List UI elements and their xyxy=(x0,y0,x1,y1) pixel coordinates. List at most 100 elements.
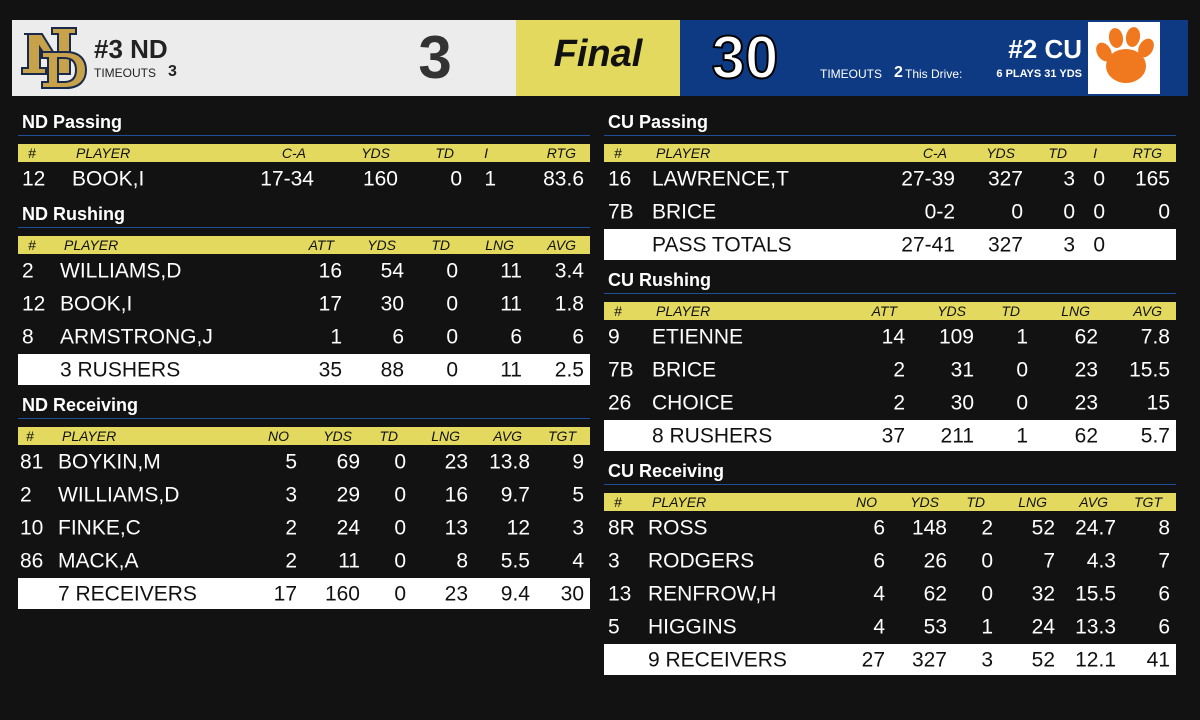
total-cell: 9.4 xyxy=(500,582,530,606)
column-header: YDS xyxy=(361,145,390,161)
total-cell: 62 xyxy=(1074,424,1098,448)
column-header: C-A xyxy=(922,145,947,161)
stat-cell: 53 xyxy=(923,615,947,639)
column-header: PLAYER xyxy=(76,145,131,161)
away-name: #3 ND xyxy=(94,34,168,64)
stat-cell: 9 xyxy=(572,450,584,474)
section-title: ND Receiving xyxy=(22,395,139,415)
column-header: PLAYER xyxy=(64,237,119,253)
stat-cell: 11 xyxy=(338,549,360,573)
column-header: AVG xyxy=(1133,303,1162,319)
column-header: # xyxy=(614,494,622,510)
stat-cell: 16 xyxy=(318,259,342,283)
total-row xyxy=(604,420,1176,451)
total-cell: 27-41 xyxy=(901,233,955,257)
stat-cell: 0 xyxy=(394,549,406,573)
total-row xyxy=(604,229,1176,260)
column-header: PLAYER xyxy=(62,428,117,444)
total-cell: 1 xyxy=(1016,424,1028,448)
stat-cell: CHOICE xyxy=(652,391,734,415)
title-rule xyxy=(18,418,590,419)
stat-cell: ROSS xyxy=(648,516,708,540)
total-cell: 3 xyxy=(1063,233,1075,257)
stat-cell: 0 xyxy=(1016,358,1028,382)
total-row xyxy=(604,644,1176,675)
total-cell: 327 xyxy=(987,233,1023,257)
column-header: LNG xyxy=(485,237,514,253)
stat-cell: 13 xyxy=(444,516,468,540)
column-header: YDS xyxy=(937,303,966,319)
section-title: ND Passing xyxy=(22,112,123,132)
stat-cell: 3 xyxy=(572,516,584,540)
column-header: YDS xyxy=(367,237,396,253)
column-header: TGT xyxy=(1134,494,1162,510)
total-cell: 0 xyxy=(394,582,406,606)
stat-cell: 2 xyxy=(22,259,34,283)
total-cell: 12.1 xyxy=(1075,648,1116,672)
stat-cell: 52 xyxy=(1031,516,1055,540)
total-cell: 88 xyxy=(380,358,404,382)
total-cell: 2.5 xyxy=(554,358,584,382)
total-cell: 27 xyxy=(861,648,885,672)
stat-cell: 6 xyxy=(873,549,885,573)
stat-cell: 160 xyxy=(362,167,398,191)
stat-cell: 8R xyxy=(608,516,635,540)
total-cell: 41 xyxy=(1146,648,1170,672)
stat-cell: 0 xyxy=(1093,167,1105,191)
stat-cell: 24 xyxy=(336,516,360,540)
stat-cell: 0 xyxy=(394,450,406,474)
drive-label: This Drive: xyxy=(905,67,963,81)
stat-cell: 148 xyxy=(911,516,947,540)
total-cell: 0 xyxy=(446,358,458,382)
status-panel xyxy=(516,20,680,96)
stat-cell: 0 xyxy=(446,259,458,283)
total-cell: 11 xyxy=(500,358,522,382)
game-status: Final xyxy=(553,33,643,75)
stat-cell: RODGERS xyxy=(648,549,755,573)
stat-cell: BOOK,I xyxy=(72,167,145,191)
stat-cell: 0-2 xyxy=(924,200,955,224)
stat-cell: 8 xyxy=(22,325,34,349)
stat-cell: 86 xyxy=(20,549,44,573)
column-header: NO xyxy=(268,428,289,444)
column-header: TGT xyxy=(548,428,576,444)
total-cell: 0 xyxy=(1093,233,1105,257)
stat-cell: 7.8 xyxy=(1140,325,1170,349)
stat-cell: 23 xyxy=(444,450,468,474)
column-header-bar xyxy=(18,427,590,445)
stat-cell: 16 xyxy=(444,483,468,507)
stat-cell: 13 xyxy=(608,582,632,606)
stat-cell: 7 xyxy=(1158,549,1170,573)
column-header: RTG xyxy=(546,145,576,161)
stat-cell: 24 xyxy=(1031,615,1055,639)
section-title: CU Receiving xyxy=(608,461,725,481)
stat-cell: 5.5 xyxy=(500,549,530,573)
stat-cell: 17 xyxy=(318,292,342,316)
stat-cell: 0 xyxy=(981,582,993,606)
stat-cell: 30 xyxy=(950,391,974,415)
stat-cell: 15 xyxy=(1146,391,1170,415)
column-header: LNG xyxy=(1061,303,1090,319)
stat-cell: 4 xyxy=(873,582,885,606)
stat-cell: 10 xyxy=(20,516,44,540)
section-title: CU Rushing xyxy=(608,270,711,290)
stat-cell: 26 xyxy=(608,391,632,415)
stat-cell: BRICE xyxy=(652,200,717,224)
stat-cell: 4 xyxy=(572,549,584,573)
stat-cell: 7 xyxy=(1043,549,1055,573)
total-cell: 3 RUSHERS xyxy=(60,358,181,382)
total-cell: PASS TOTALS xyxy=(652,233,792,257)
title-rule xyxy=(604,484,1176,485)
title-rule xyxy=(18,227,590,228)
stat-cell: 26 xyxy=(923,549,947,573)
column-header: AVG xyxy=(1079,494,1108,510)
column-header: TD xyxy=(1048,145,1067,161)
drive-summary: 6 PLAYS 31 YDS xyxy=(996,68,1082,80)
stat-cell: 4 xyxy=(873,615,885,639)
column-header: TD xyxy=(379,428,398,444)
stat-cell: 16 xyxy=(608,167,632,191)
column-header-bar xyxy=(604,144,1176,162)
stat-cell: 6 xyxy=(510,325,522,349)
stat-cell: 2 xyxy=(285,516,297,540)
